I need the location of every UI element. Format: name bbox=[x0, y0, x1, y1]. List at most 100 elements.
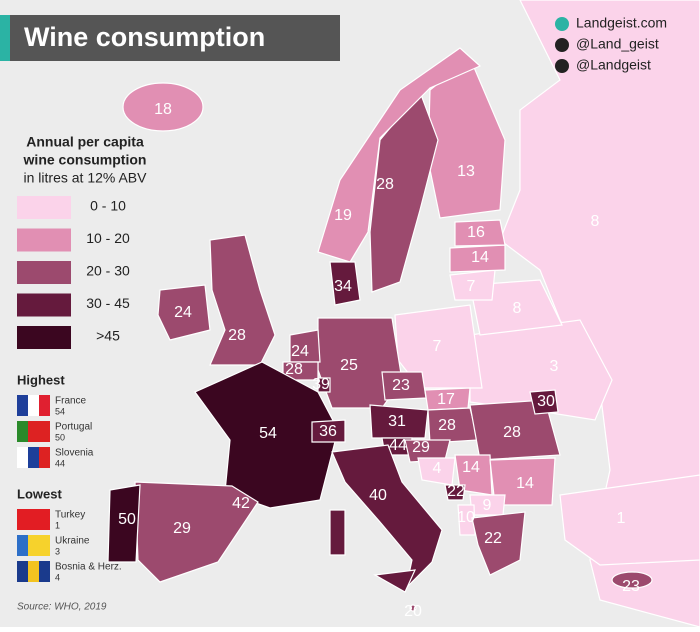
country-value: 28 bbox=[376, 176, 394, 193]
country-value: 24 bbox=[291, 343, 309, 360]
accent-stripe bbox=[0, 15, 10, 61]
flag bbox=[28, 561, 39, 582]
flag bbox=[28, 509, 39, 530]
legend-title: Annual per capita bbox=[26, 134, 144, 150]
legend-label: >45 bbox=[96, 328, 120, 344]
legend-swatch bbox=[17, 228, 71, 252]
country-value: 1 bbox=[617, 510, 626, 527]
legend-label: 10 - 20 bbox=[86, 230, 130, 246]
flag bbox=[17, 561, 28, 582]
social-icon bbox=[555, 38, 569, 52]
country-value: 36 bbox=[319, 423, 337, 440]
ranking-title: Lowest bbox=[17, 486, 62, 501]
legend-swatch bbox=[17, 293, 71, 317]
country-value: 7 bbox=[433, 338, 442, 355]
title-banner bbox=[0, 15, 340, 61]
social-handle: @Land_geist bbox=[576, 36, 659, 52]
country-value: 25 bbox=[340, 357, 358, 374]
country-value: 4 bbox=[433, 460, 442, 477]
ranking-value: 54 bbox=[55, 406, 65, 416]
country-value: 54 bbox=[259, 425, 277, 442]
flag bbox=[28, 535, 39, 556]
country-value: 16 bbox=[467, 224, 485, 241]
title: Wine consumption bbox=[24, 22, 265, 52]
ranking-value: 50 bbox=[55, 432, 65, 442]
ranking-country: Portugal bbox=[55, 422, 92, 433]
country-value: 24 bbox=[174, 304, 192, 321]
country-value: 50 bbox=[118, 511, 136, 528]
country-value: 30 bbox=[537, 393, 555, 410]
ranking-country: Slovenia bbox=[55, 448, 94, 459]
ranking-value: 1 bbox=[55, 520, 60, 530]
legend-swatch bbox=[17, 261, 71, 284]
country-value: 13 bbox=[457, 163, 475, 180]
country-value: 14 bbox=[471, 249, 489, 266]
country-value: 39 bbox=[312, 376, 330, 393]
flag bbox=[39, 421, 50, 442]
country-value: 34 bbox=[334, 278, 352, 295]
legend-swatch bbox=[17, 196, 71, 219]
social-handle: @Landgeist bbox=[576, 57, 651, 73]
country-value: 20 bbox=[404, 603, 422, 620]
legend-label: 20 - 30 bbox=[86, 263, 130, 279]
flag bbox=[28, 395, 39, 416]
legend-label: 0 - 10 bbox=[90, 198, 126, 214]
country-value: 3 bbox=[550, 358, 559, 375]
flag bbox=[17, 395, 28, 416]
social-icon bbox=[555, 59, 569, 73]
flag bbox=[17, 447, 28, 468]
flag bbox=[17, 509, 28, 530]
country-value: 8 bbox=[513, 300, 522, 317]
country-value: 17 bbox=[437, 391, 455, 408]
country-value: 28 bbox=[503, 424, 521, 441]
country-value: 14 bbox=[516, 475, 534, 492]
country-value: 7 bbox=[467, 278, 476, 295]
country-value: 29 bbox=[173, 520, 191, 537]
ranking-country: Bosnia & Herz. bbox=[55, 562, 122, 573]
ranking-value: 44 bbox=[55, 458, 65, 468]
ranking-value: 4 bbox=[55, 572, 60, 582]
regions bbox=[107, 0, 700, 628]
country-value: 28 bbox=[228, 327, 246, 344]
flag bbox=[39, 561, 50, 582]
social-icon bbox=[555, 17, 569, 31]
flag bbox=[17, 421, 28, 442]
country-value: 31 bbox=[388, 413, 406, 430]
country-value: 22 bbox=[447, 483, 465, 500]
flag bbox=[17, 535, 28, 556]
flag bbox=[39, 395, 50, 416]
flag bbox=[39, 509, 50, 530]
ranking-country: France bbox=[55, 396, 87, 407]
flag bbox=[39, 535, 50, 556]
country-value: 10 bbox=[457, 509, 475, 526]
country-value: 42 bbox=[232, 495, 250, 512]
country-value: 14 bbox=[462, 459, 480, 476]
social-links: Landgeist.com @Land_geist @Landgeist bbox=[555, 15, 667, 73]
country-value: 8 bbox=[591, 213, 600, 230]
flag bbox=[39, 447, 50, 468]
country-value: 23 bbox=[392, 377, 410, 394]
ranking-country: Ukraine bbox=[55, 536, 90, 547]
country-value: 22 bbox=[484, 530, 502, 547]
country-value: 40 bbox=[369, 487, 387, 504]
source: Source: WHO, 2019 bbox=[17, 602, 107, 613]
legend-title: in litres at 12% ABV bbox=[24, 170, 148, 186]
header: Wine consumption bbox=[0, 15, 340, 61]
legend-swatch bbox=[17, 326, 71, 349]
flag bbox=[28, 447, 39, 468]
country-value: 29 bbox=[412, 439, 430, 456]
country-value: 19 bbox=[334, 207, 352, 224]
legend: Annual per capita wine consumption in litr… bbox=[17, 134, 148, 582]
flag bbox=[28, 421, 39, 442]
legend-title: wine consumption bbox=[23, 152, 147, 168]
social-handle: Landgeist.com bbox=[576, 15, 667, 31]
legend-label: 30 - 45 bbox=[86, 295, 130, 311]
country-value: 28 bbox=[438, 417, 456, 434]
country-value: 18 bbox=[154, 101, 172, 118]
country-value: 9 bbox=[483, 497, 492, 514]
ranking-value: 3 bbox=[55, 546, 60, 556]
country-value: 23 bbox=[622, 578, 640, 595]
country-value: 28 bbox=[285, 361, 303, 378]
